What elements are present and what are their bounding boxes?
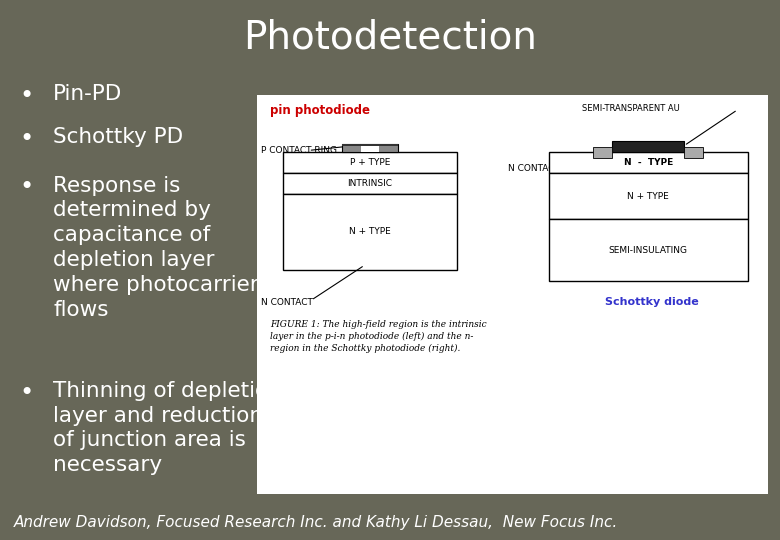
Text: SEMI-TRANSPARENT AU: SEMI-TRANSPARENT AU <box>582 104 679 113</box>
Bar <box>283 152 456 173</box>
Bar <box>257 94 768 494</box>
Bar <box>548 219 748 281</box>
Bar <box>283 194 456 270</box>
Bar <box>548 152 748 173</box>
Bar <box>612 141 684 152</box>
Bar <box>684 147 704 158</box>
Text: P + TYPE: P + TYPE <box>349 158 390 167</box>
Text: •: • <box>20 127 34 151</box>
Text: N + TYPE: N + TYPE <box>627 192 669 201</box>
Text: INTRINSIC: INTRINSIC <box>347 179 392 188</box>
Text: •: • <box>20 176 34 199</box>
Bar <box>548 173 748 219</box>
Text: Thinning of depletion
layer and reduction
of junction area is
necessary: Thinning of depletion layer and reductio… <box>53 381 282 475</box>
Text: Pin-PD: Pin-PD <box>53 84 122 104</box>
Text: Schottky diode: Schottky diode <box>604 298 699 307</box>
Text: P CONTACT RING: P CONTACT RING <box>261 146 338 155</box>
Bar <box>342 144 398 152</box>
Text: Photodetection: Photodetection <box>243 19 537 57</box>
Text: N  -  TYPE: N - TYPE <box>624 158 673 167</box>
Text: •: • <box>20 381 34 404</box>
Text: •: • <box>20 84 34 107</box>
Text: N + TYPE: N + TYPE <box>349 227 391 237</box>
Text: N CONTACT: N CONTACT <box>508 164 559 173</box>
Text: Response is
determined by
capacitance of
depletion layer
where photocarrier
flow: Response is determined by capacitance of… <box>53 176 259 320</box>
Bar <box>593 147 612 158</box>
Bar <box>342 144 398 146</box>
Bar <box>361 144 379 152</box>
Text: pin photodiode: pin photodiode <box>270 104 370 118</box>
Text: SEMI-INSULATING: SEMI-INSULATING <box>608 246 688 255</box>
Bar <box>283 173 456 194</box>
Text: Schottky PD: Schottky PD <box>53 127 183 147</box>
Text: FIGURE 1: The high-field region is the intrinsic
layer in the p-i-n photodiode (: FIGURE 1: The high-field region is the i… <box>270 320 487 353</box>
Text: Andrew Davidson, Focused Research Inc. and Kathy Li Dessau,  New Focus Inc.: Andrew Davidson, Focused Research Inc. a… <box>14 515 619 530</box>
Text: N CONTACT: N CONTACT <box>261 298 314 307</box>
